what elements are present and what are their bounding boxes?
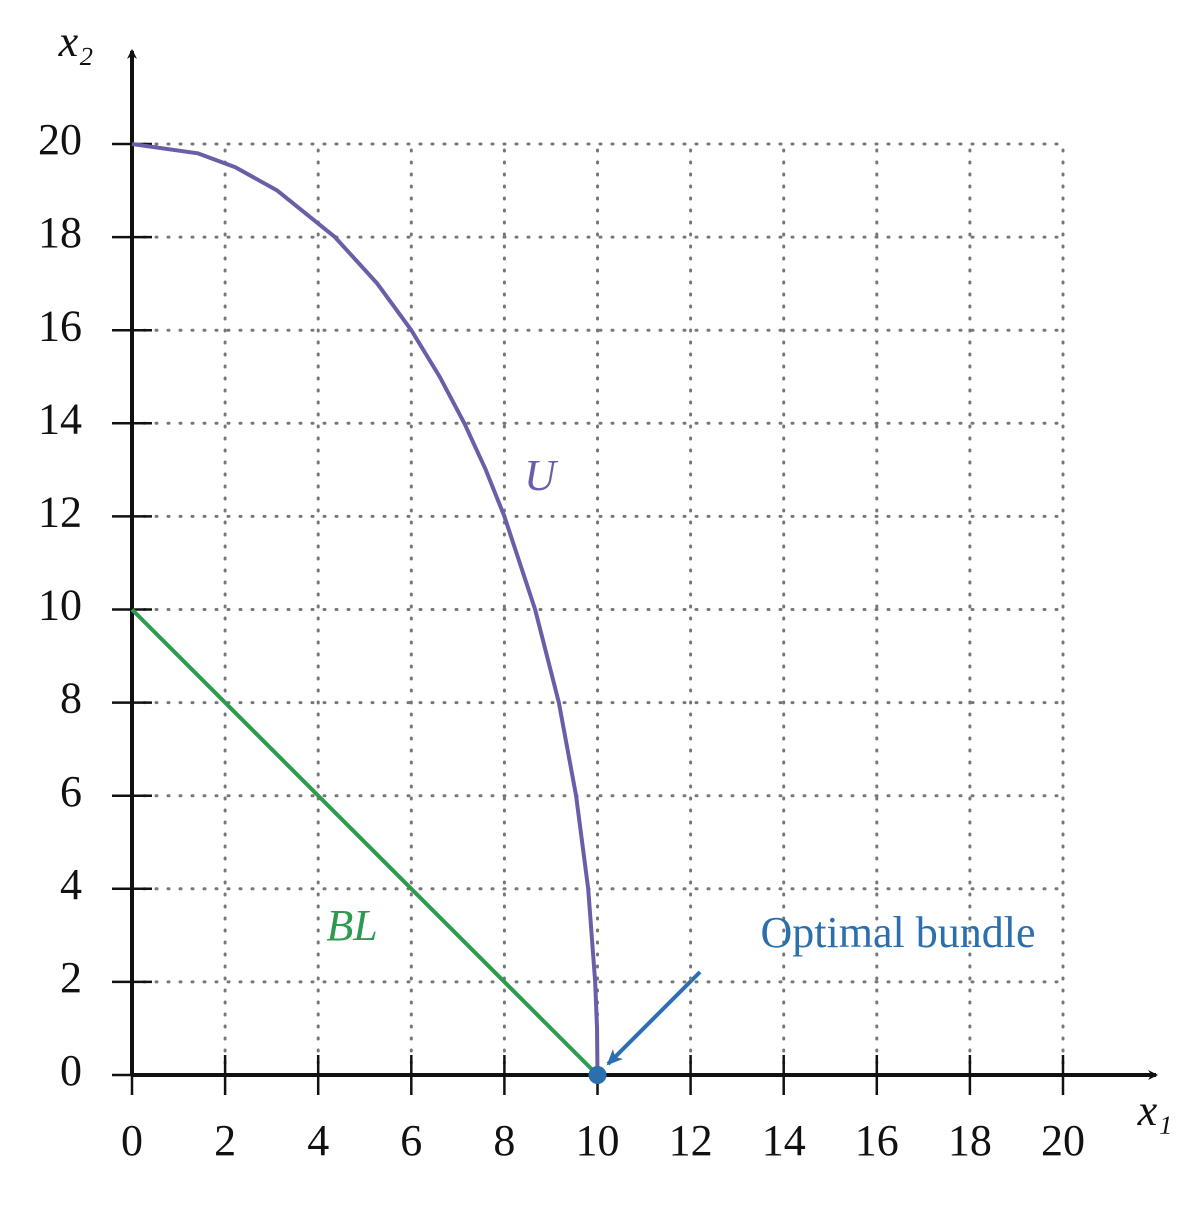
y-tick-label: 2	[60, 953, 82, 1002]
x-tick-label: 4	[307, 1116, 329, 1165]
y-tick-label: 6	[60, 767, 82, 816]
annotation: Optimal bundle	[761, 908, 1036, 957]
x-tick-label: 16	[855, 1116, 899, 1165]
x-axis-label: x₁	[1137, 1086, 1173, 1135]
series-line	[131, 142, 600, 1076]
x-tick-label: 12	[669, 1116, 713, 1165]
annotation-arrow	[606, 970, 702, 1066]
y-tick-label: 20	[38, 115, 82, 164]
y-tick-label: 4	[60, 860, 82, 909]
optimal-point	[588, 1066, 607, 1084]
y-tick-label: 16	[38, 301, 82, 350]
series-label: BL	[326, 901, 377, 950]
y-tick-label: 10	[38, 581, 82, 630]
x-tick-label: 8	[493, 1116, 515, 1165]
y-axis-label: x₂	[58, 17, 94, 66]
x-tick-label: 10	[576, 1116, 620, 1165]
series-line	[130, 608, 599, 1077]
x-tick-label: 20	[1041, 1116, 1085, 1165]
y-tick-label: 0	[60, 1046, 82, 1095]
y-tick-label: 8	[60, 674, 82, 723]
x-tick-label: 6	[400, 1116, 422, 1165]
x-tick-label: 18	[948, 1116, 992, 1165]
y-tick-label: 14	[38, 394, 82, 443]
x-tick-label: 14	[762, 1116, 806, 1165]
x-tick-label: 0	[121, 1116, 143, 1165]
y-tick-label: 12	[38, 487, 82, 536]
y-tick-label: 18	[38, 208, 82, 257]
series-label: U	[524, 451, 559, 500]
x-tick-label: 2	[214, 1116, 236, 1165]
